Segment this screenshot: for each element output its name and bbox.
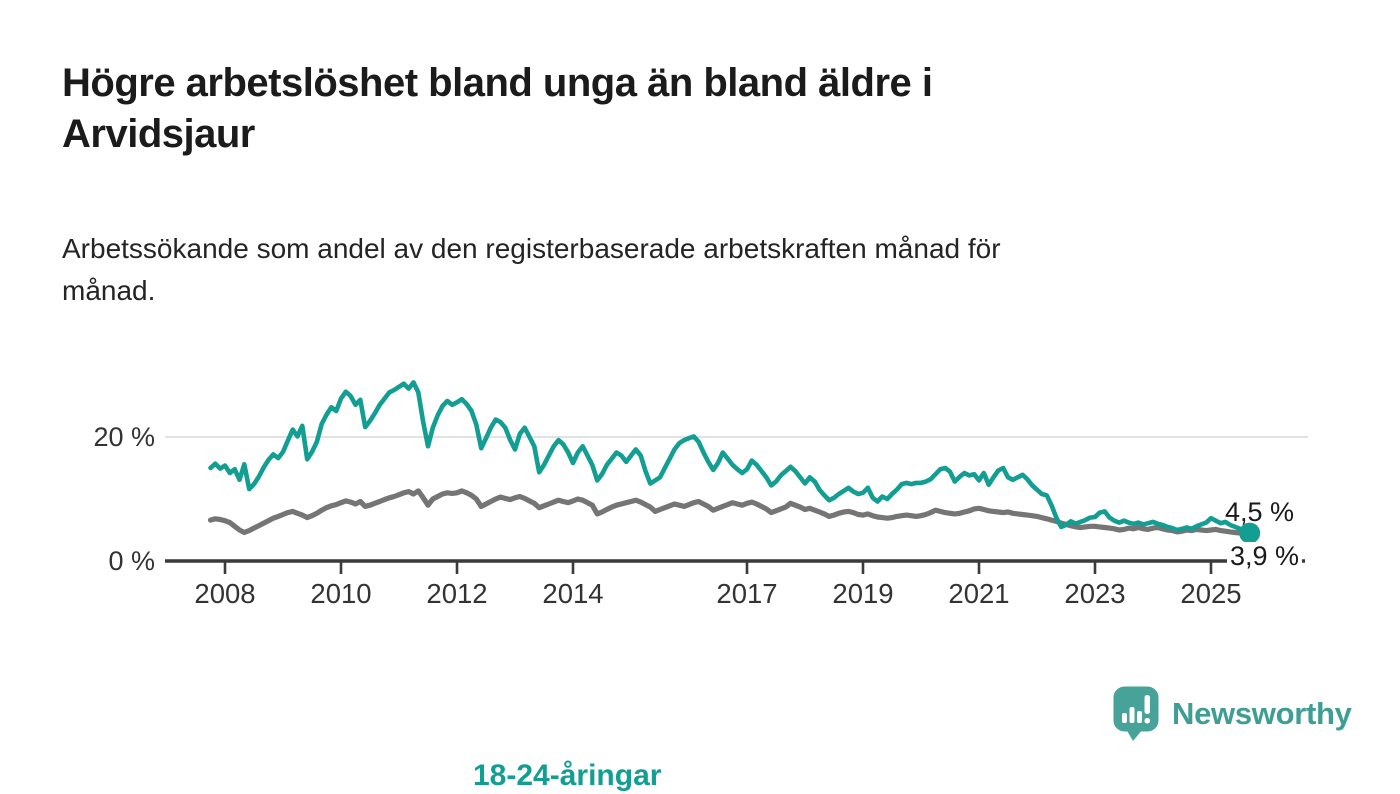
- series-line-total: [207, 488, 1253, 540]
- x-tick-label: 2025: [1180, 578, 1241, 609]
- x-tick-label: 2014: [542, 578, 603, 609]
- series-end-dot-young: [1239, 522, 1261, 544]
- x-tick-label: 2012: [426, 578, 487, 609]
- end-value-label-young: 4,5 %: [1225, 497, 1295, 527]
- page-subtitle: Arbetssökande som andel av den registerb…: [62, 233, 1001, 306]
- bar-chart-speech-bubble-icon: [1113, 686, 1159, 741]
- x-tick-label: 2019: [832, 578, 893, 609]
- y-tick-label: 0 %: [108, 546, 155, 576]
- newsworthy-wordmark: Newsworthy: [1172, 695, 1352, 731]
- x-tick-label: 2023: [1064, 578, 1125, 609]
- x-tick-label: 2010: [310, 578, 371, 609]
- page-title: Högre arbetslöshet bland unga än bland ä…: [62, 61, 933, 157]
- unemployment-line-chart: 20 % 0 % 2008 2010 2012 2014 2017 2019 2021 2023 2…: [0, 350, 1400, 792]
- series-label-young: 18-24-åringar: [473, 759, 662, 792]
- series-line-young: [208, 380, 1252, 536]
- newsworthy-logo: Newsworthy: [1112, 685, 1352, 742]
- end-value-label-total: 3,9 %: [1227, 542, 1303, 570]
- x-tick-label: 2008: [194, 578, 255, 609]
- y-tick-label: 20 %: [93, 422, 155, 452]
- x-tick-label: 2021: [948, 578, 1009, 609]
- x-tick-label: 2017: [716, 578, 777, 609]
- line-chart-canvas: 20 % 0 % 2008 2010 2012 2014 2017 2019 2021 2023 2…: [93, 380, 1308, 609]
